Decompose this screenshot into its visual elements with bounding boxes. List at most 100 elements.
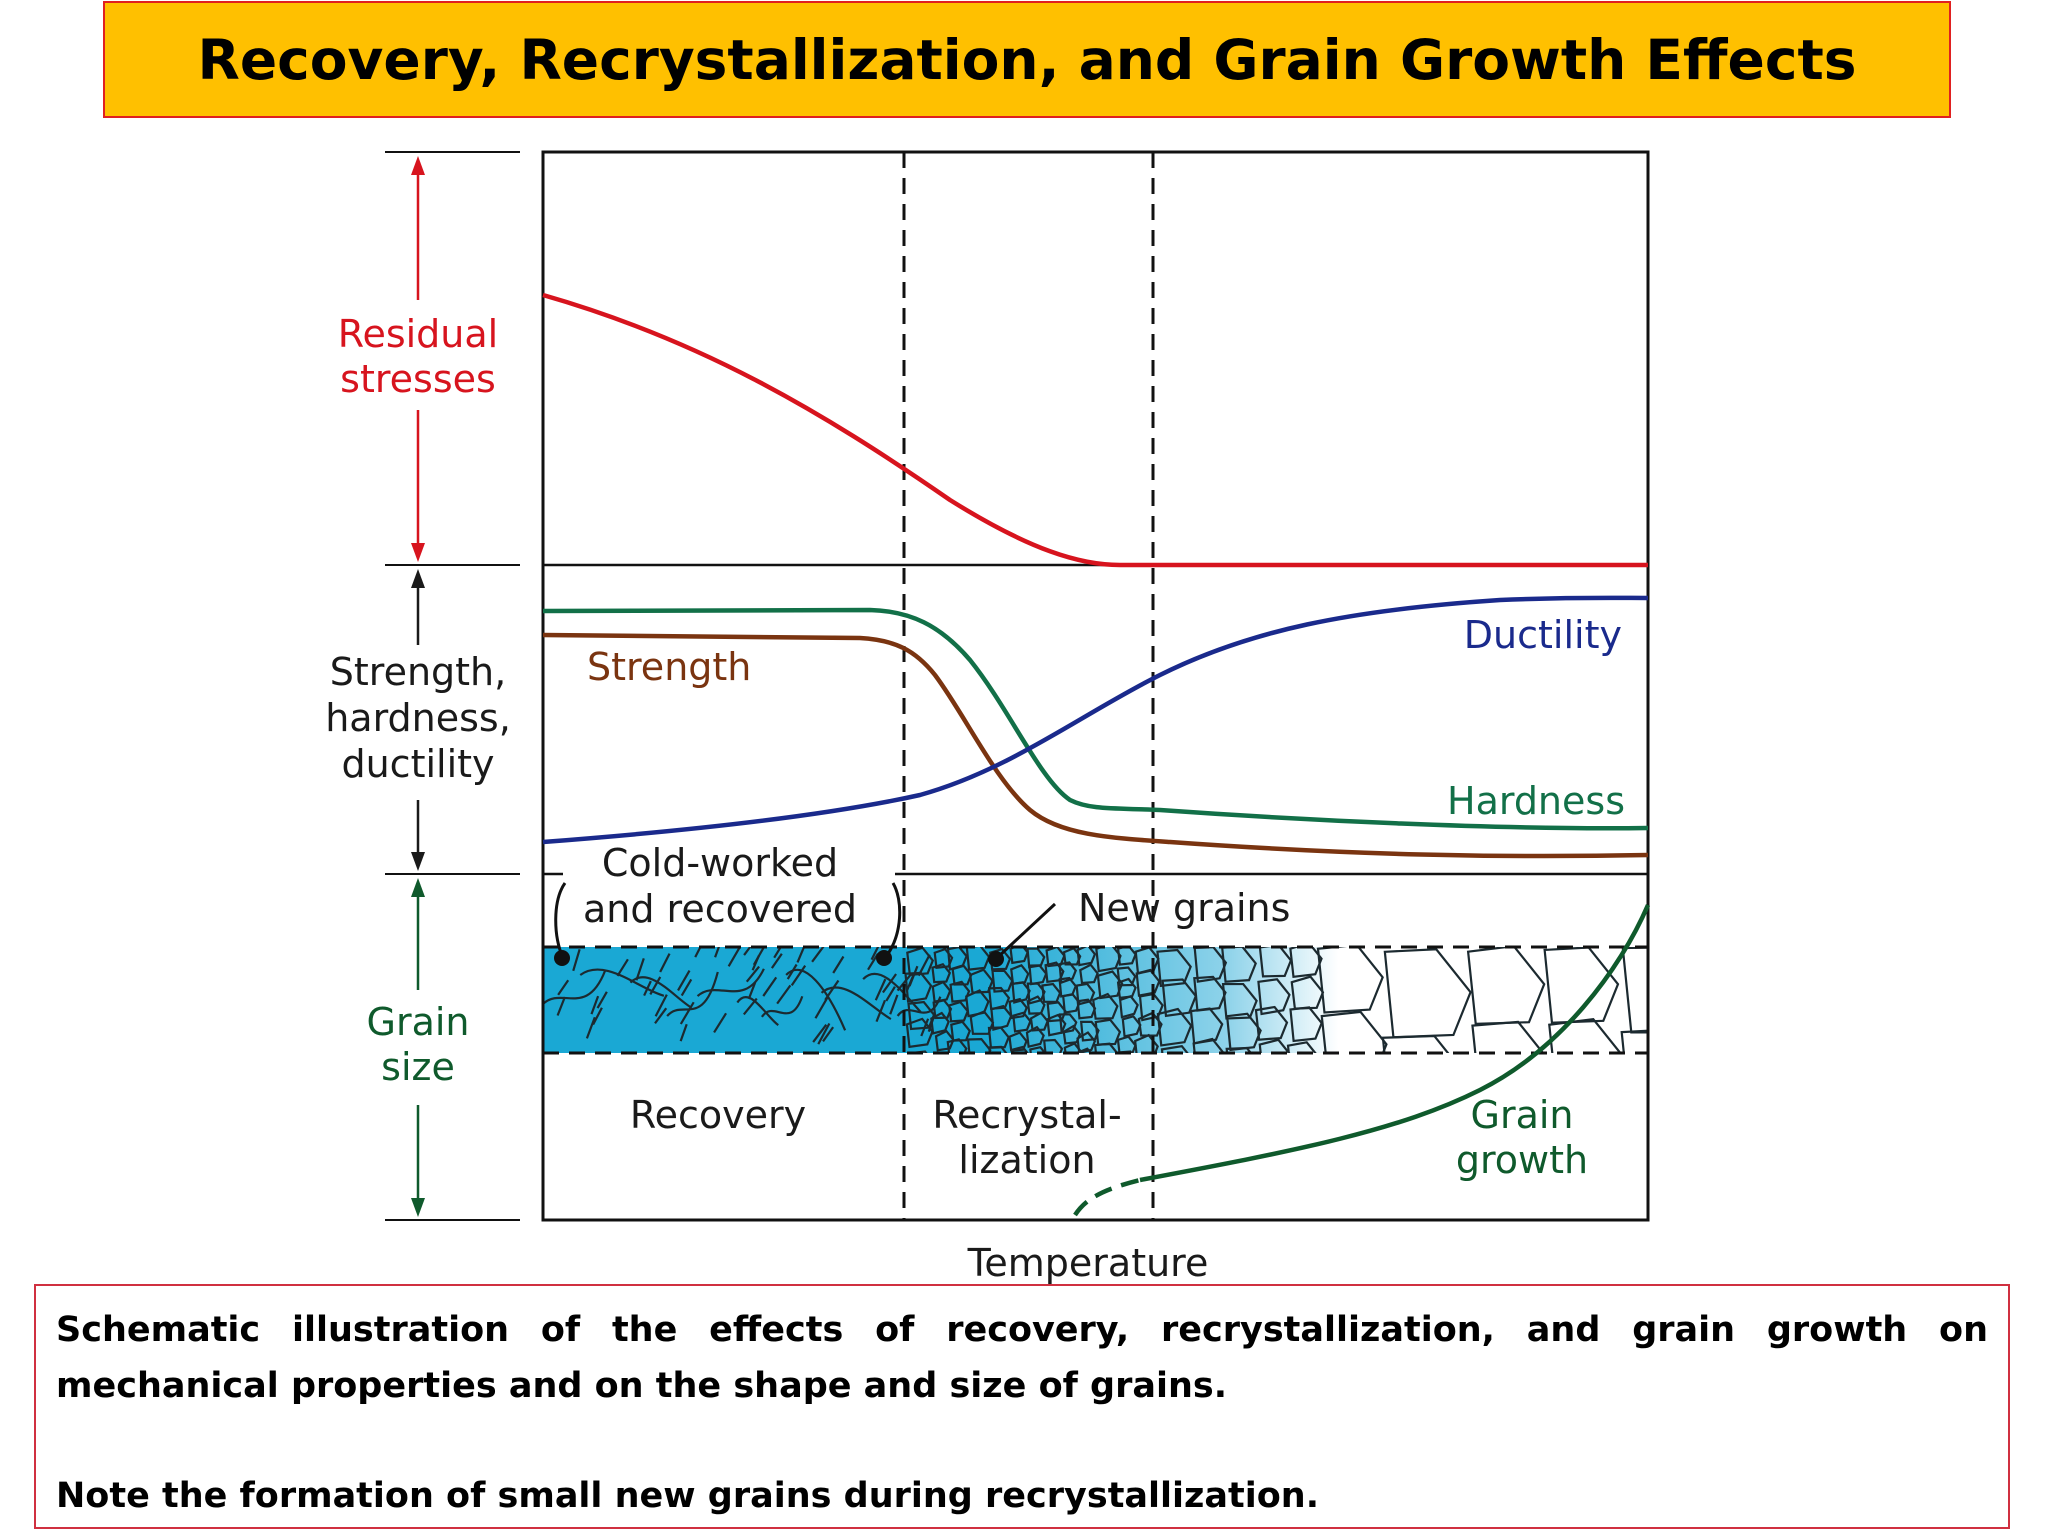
grain-cell xyxy=(1548,1017,1622,1053)
grain-cell xyxy=(969,968,994,994)
grain-cell xyxy=(1156,1007,1193,1047)
grain-hatch xyxy=(896,974,912,992)
strength-group-label-3: ductility xyxy=(341,742,494,786)
grain-cell xyxy=(1008,1031,1028,1052)
grain-cell xyxy=(1192,1037,1225,1053)
grain-hatch xyxy=(727,947,742,967)
grain-size-curve xyxy=(1139,904,1651,1183)
residual-stress-curve xyxy=(542,292,1648,568)
grain-hatch xyxy=(649,976,662,995)
grain-boundary xyxy=(629,976,693,1009)
grain-hatch xyxy=(908,965,919,987)
grain-hatch xyxy=(743,947,752,956)
grain-cell xyxy=(1116,947,1137,966)
grain-hatch xyxy=(659,953,671,973)
caption-box: Schematic illustration of the effects of… xyxy=(34,1284,2010,1529)
grain-boundary xyxy=(736,995,779,1027)
grain-hatch xyxy=(635,958,645,981)
grain-cell xyxy=(990,1004,1013,1032)
recovery-label: Recovery xyxy=(630,1093,806,1137)
grain-hatch xyxy=(762,976,778,997)
grain-cell xyxy=(1118,1050,1134,1053)
grain-hatch xyxy=(679,1001,695,1025)
grain-hatch xyxy=(590,995,600,1015)
grain-cell xyxy=(987,1026,1010,1049)
page-title: Recovery, Recrystallization, and Grain G… xyxy=(197,27,1857,92)
grain-cell xyxy=(1008,997,1028,1020)
grain-hatch xyxy=(814,996,829,1019)
grain-cell xyxy=(1092,992,1119,1020)
residual-stresses-label-2: stresses xyxy=(340,357,496,401)
grain-cell xyxy=(951,964,973,986)
grain-cell xyxy=(1079,963,1099,985)
grain-hatch xyxy=(882,973,897,994)
grain-hatch xyxy=(796,947,806,963)
grain-boundary xyxy=(760,995,804,1018)
cold-worked-label-1: Cold-worked xyxy=(602,841,838,885)
grain-boundary xyxy=(896,996,942,1017)
new-grains-label: New grains xyxy=(1078,886,1290,930)
grain-hatch xyxy=(616,958,629,977)
strength-curve-label: Strength xyxy=(587,645,751,689)
grain-cell xyxy=(1118,995,1139,1019)
grain-cell xyxy=(1138,992,1164,1022)
grain-cell xyxy=(1316,947,1384,1014)
plot-frame xyxy=(541,150,1650,1222)
grain-cell xyxy=(1094,1018,1122,1046)
grain-hatch xyxy=(677,969,691,991)
grain-cell xyxy=(989,947,1012,971)
grain-cell xyxy=(1058,976,1077,998)
grain-hatch xyxy=(745,965,760,983)
grain-cell xyxy=(931,962,952,984)
grain-hatch xyxy=(572,949,581,972)
grain-cell xyxy=(1189,1007,1224,1045)
grain-hatch xyxy=(680,978,693,997)
grain-cell xyxy=(1383,948,1472,1039)
grain-hatch xyxy=(752,947,765,966)
grain-cell xyxy=(1011,1045,1029,1053)
grain-cell xyxy=(946,947,968,971)
x-axis-label: Temperature xyxy=(967,1241,1209,1285)
grain-cell xyxy=(1289,947,1323,979)
grain-hatch xyxy=(596,991,608,1009)
grain-cell xyxy=(1621,947,1648,1034)
grain-cell xyxy=(946,1038,968,1053)
grain-size-curve-dashed xyxy=(1073,1177,1141,1217)
grain-cell xyxy=(1029,1045,1047,1053)
residual-arrow-up-head xyxy=(411,156,425,175)
grain-cell xyxy=(1075,1047,1093,1053)
grain-cell xyxy=(1121,1015,1142,1038)
grain-cell xyxy=(1012,1011,1032,1033)
grain-hatch xyxy=(824,979,840,1001)
grain-hatch xyxy=(643,980,652,996)
grain-cell xyxy=(987,986,1011,1010)
grain-growth-label-1: Grain xyxy=(1471,1093,1574,1137)
grain-cell xyxy=(941,1052,942,1053)
grain-hatch xyxy=(694,947,702,958)
caption-main: Schematic illustration of the effects of… xyxy=(56,1310,1988,1406)
grain-cell xyxy=(1156,948,1192,988)
grain-cell xyxy=(1042,1038,1064,1053)
grain-cell xyxy=(931,980,952,1003)
grain-cell xyxy=(1225,1012,1262,1052)
grain-cell xyxy=(966,1037,992,1053)
strength-arrow-up-head xyxy=(411,569,425,588)
grain-cell xyxy=(1010,964,1030,986)
grain-cell xyxy=(1543,947,1620,1024)
caption-note: Note the formation of small new grains d… xyxy=(56,1476,1320,1516)
grain-size-label-2: size xyxy=(381,1045,455,1089)
grain-cell xyxy=(1320,1010,1388,1053)
grain-hatch xyxy=(714,947,721,958)
cold-worked-dot-left xyxy=(554,950,570,966)
strength-curve xyxy=(542,632,1649,859)
grain-cell xyxy=(965,947,991,971)
grain-boundary xyxy=(666,971,719,1017)
residual-arrow-down-head xyxy=(411,543,425,562)
grain-hatch xyxy=(817,1022,831,1045)
new-grains-dot xyxy=(988,951,1004,967)
strength-group-label-1: Strength, xyxy=(330,650,506,694)
grain-size-label-1: Grain xyxy=(367,1000,470,1044)
cold-worked-dot-right xyxy=(876,950,892,966)
grain-hatch xyxy=(557,979,570,996)
grain-hatch xyxy=(654,994,668,1017)
